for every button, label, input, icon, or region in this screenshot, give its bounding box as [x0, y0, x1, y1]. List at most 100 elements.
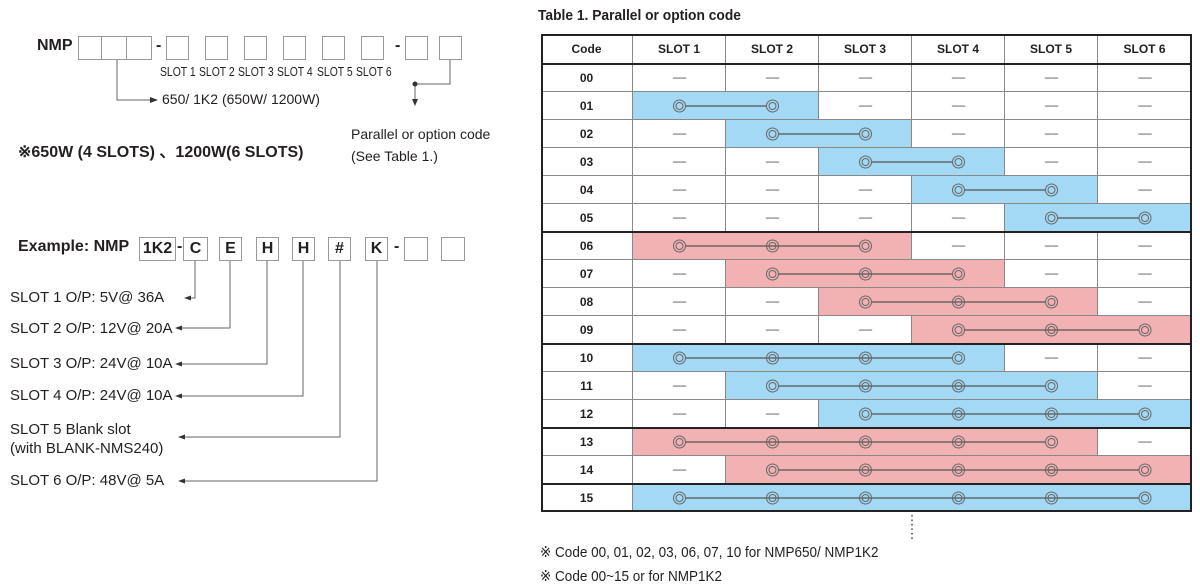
parallel-terminal-icon — [673, 239, 686, 253]
parallel-terminal-icon — [954, 298, 963, 306]
parallel-terminal-icon — [768, 466, 777, 474]
parallel-terminal-icon — [673, 435, 686, 449]
row-code: 00 — [541, 64, 633, 92]
parallel-terminal-icon — [861, 410, 870, 418]
parallel-terminal-icon — [861, 270, 870, 278]
parallel-terminal-icon — [1045, 407, 1058, 421]
parallel-group-pink — [633, 232, 912, 260]
parallel-terminal-icon — [1045, 379, 1058, 393]
parallel-terminal-icon — [673, 99, 686, 113]
slot-label: SLOT 6 — [356, 64, 392, 79]
table-title: Table 1. Parallel or option code — [538, 7, 741, 24]
slot-description: (with BLANK-NMS240) — [10, 440, 164, 457]
table-header: SLOT 1 — [633, 34, 726, 64]
empty-slot-cell: ----- — [633, 148, 726, 176]
empty-slot-cell: ----- — [633, 120, 726, 148]
table-header: SLOT 2 — [726, 34, 819, 64]
parallel-terminal-icon — [861, 438, 870, 446]
header-divider — [541, 63, 1192, 65]
parallel-terminal-icon — [952, 435, 965, 449]
parallel-terminal-icon — [859, 155, 872, 169]
example-slot-box: H — [292, 237, 315, 261]
parallel-terminal-icon — [1045, 491, 1058, 505]
empty-slot-cell: ----- — [633, 176, 726, 204]
parallel-terminal-icon — [861, 130, 870, 138]
parallel-terminal-icon — [861, 466, 870, 474]
empty-slot-cell: ----- — [1098, 92, 1192, 120]
slot-label: SLOT 2 — [199, 64, 235, 79]
parallel-code-table: Code SLOT 1 SLOT 2 SLOT 3 SLOT 4 SLOT 5 SLOT 6… — [541, 34, 1192, 512]
parallel-terminal-icon — [952, 407, 965, 421]
parallel-group-blue — [633, 344, 1005, 372]
row-code: 06 — [541, 232, 633, 260]
empty-slot-cell: ----- — [1098, 148, 1192, 176]
parallel-group-blue — [726, 120, 912, 148]
empty-slot-cell: ----- — [912, 120, 1005, 148]
parallel-terminal-icon — [768, 270, 777, 278]
group-divider — [541, 343, 1192, 345]
empty-slot-cell: ----- — [1005, 232, 1098, 260]
example-slot-box: C — [183, 237, 208, 261]
example-option-box — [404, 237, 428, 261]
parallel-group-blue — [633, 484, 1192, 512]
parallel-terminal-icon — [954, 186, 963, 194]
row-code: 01 — [541, 92, 633, 120]
empty-slot-cell: ----- — [1098, 176, 1192, 204]
empty-slot-cell: ----- — [1098, 372, 1192, 400]
dotted-connector — [911, 515, 913, 540]
row-code: 07 — [541, 260, 633, 288]
parallel-terminal-icon — [952, 351, 965, 365]
row-code: 15 — [541, 484, 633, 512]
empty-slot-cell: ----- — [633, 204, 726, 232]
slot-label: SLOT 1 — [160, 64, 196, 79]
example-option-box — [441, 237, 465, 261]
empty-slot-cell: ----- — [726, 316, 819, 344]
parallel-terminal-icon — [952, 155, 965, 169]
empty-slot-cell: ----- — [1005, 120, 1098, 148]
parallel-terminal-icon — [768, 102, 777, 110]
parallel-group-pink — [726, 260, 1005, 288]
empty-slot-cell: ----- — [633, 372, 726, 400]
example-slot-box: E — [219, 237, 242, 261]
dash: - — [394, 238, 400, 255]
connector-lines — [116, 60, 451, 484]
parallel-group-pink — [633, 428, 1098, 456]
parallel-terminal-icon — [1141, 410, 1149, 418]
empty-slot-cell: ----- — [912, 92, 1005, 120]
parallel-terminal-icon — [859, 295, 872, 309]
parallel-terminal-icon — [768, 438, 777, 446]
power-code-box — [126, 36, 152, 60]
parallel-group-blue — [819, 400, 1192, 428]
parallel-terminal-icon — [1047, 326, 1056, 334]
parallel-terminal-icon — [1138, 463, 1152, 477]
example-power-box: 1K2 — [139, 237, 176, 261]
parallel-terminal-icon — [675, 494, 684, 502]
parallel-terminal-icon — [1047, 214, 1056, 222]
slot-description: SLOT 6 O/P: 48V@ 5A — [10, 472, 165, 489]
table-header: SLOT 4 — [912, 34, 1005, 64]
parallel-group-pink — [912, 316, 1192, 344]
row-code: 13 — [541, 428, 633, 456]
parallel-terminal-icon — [766, 463, 779, 477]
parallel-terminal-icon — [768, 130, 777, 138]
parallel-terminal-icon — [1045, 295, 1058, 309]
parallel-terminal-icon — [954, 326, 963, 334]
parallel-terminal-icon — [1047, 410, 1056, 418]
parallel-group-pink — [726, 456, 1192, 484]
slot-box — [361, 36, 384, 60]
row-code: 05 — [541, 204, 633, 232]
option-note: (See Table 1.) — [351, 148, 438, 164]
parallel-terminal-icon — [1047, 186, 1056, 194]
group-divider — [541, 231, 1192, 233]
example-slot-box: K — [365, 237, 388, 261]
empty-slot-cell: ----- — [633, 64, 726, 92]
empty-slot-cell: ----- — [726, 176, 819, 204]
example-slot-box: # — [328, 237, 351, 261]
slot-box — [322, 36, 345, 60]
footnote: ※ Code 00~15 or for NMP1K2 — [540, 568, 723, 585]
parallel-terminal-icon — [766, 127, 779, 141]
parallel-terminal-icon — [861, 298, 870, 306]
power-code-box — [101, 36, 127, 60]
parallel-terminal-icon — [954, 438, 963, 446]
parallel-terminal-icon — [861, 494, 870, 502]
